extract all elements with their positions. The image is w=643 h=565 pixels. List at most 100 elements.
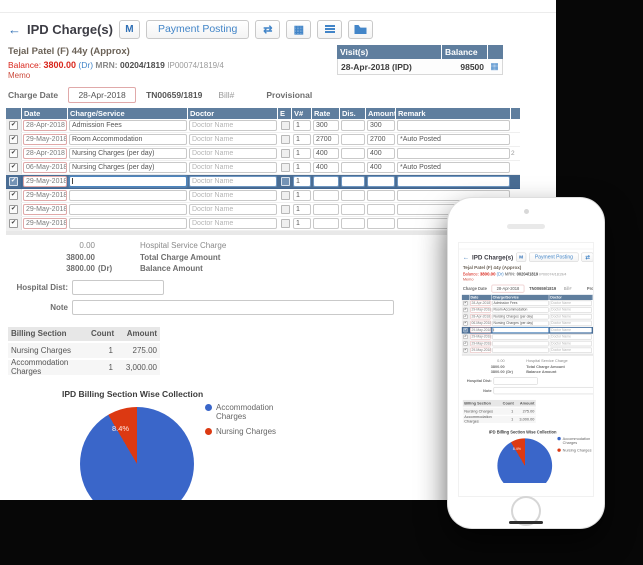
dis-input[interactable] xyxy=(341,204,365,215)
date-input[interactable]: 29-May-2018 xyxy=(470,307,492,313)
doctor-input[interactable]: Doctor Name xyxy=(189,204,277,215)
dis-input[interactable] xyxy=(341,176,365,187)
visit-row[interactable]: 28-Apr-2018 (IPD) 98500 ▦ xyxy=(337,59,503,75)
table-row[interactable]: 29-May-2018 Room Accommodation Doctor Na… xyxy=(6,133,520,147)
m-button[interactable]: M xyxy=(118,19,140,39)
row-checkbox[interactable] xyxy=(9,219,18,228)
amount-input[interactable] xyxy=(367,176,395,187)
row-checkbox[interactable] xyxy=(9,121,18,130)
date-input[interactable]: 29-May-2018 xyxy=(23,190,67,201)
doctor-input[interactable]: Doctor Name xyxy=(549,320,592,327)
rate-input[interactable]: 400 xyxy=(313,162,339,173)
charge-service-input-focused[interactable] xyxy=(492,327,549,333)
payment-posting-button[interactable]: Payment Posting xyxy=(145,19,250,39)
row-checkbox[interactable] xyxy=(463,341,468,346)
row-checkbox[interactable] xyxy=(9,163,18,172)
date-input[interactable]: 29-May-2018 xyxy=(23,218,67,229)
date-input[interactable]: 28-Apr-2018 xyxy=(470,300,492,306)
remark-input[interactable] xyxy=(397,148,510,159)
charge-service-input[interactable]: Nursing Charges (per day) xyxy=(492,320,549,327)
amount-input[interactable]: 400 xyxy=(367,148,395,159)
remark-input[interactable] xyxy=(397,176,510,187)
rate-input[interactable] xyxy=(313,190,339,201)
charge-service-input-focused[interactable] xyxy=(69,176,187,187)
table-icon[interactable]: ▦ xyxy=(286,19,312,39)
e-checkbox[interactable] xyxy=(280,177,290,186)
e-checkbox[interactable] xyxy=(280,121,290,130)
doctor-input[interactable]: Doctor Name xyxy=(549,314,592,320)
remark-input[interactable] xyxy=(397,120,510,131)
charge-service-input[interactable] xyxy=(69,218,187,229)
doctor-input[interactable]: Doctor Name xyxy=(189,134,277,145)
dis-input[interactable] xyxy=(341,120,365,131)
amount-input[interactable]: 400 xyxy=(367,162,395,173)
v-input[interactable]: 1 xyxy=(293,148,311,159)
table-row[interactable]: 29-May-2018 Doctor Name 1 xyxy=(6,189,520,203)
e-checkbox[interactable] xyxy=(280,205,290,214)
charge-service-input[interactable]: Admission Fees xyxy=(492,300,549,306)
table-row[interactable]: 28-Apr-2018 Nursing Charges (per day) Do… xyxy=(461,313,593,321)
row-checkbox[interactable] xyxy=(9,205,18,214)
hospital-dist-input[interactable] xyxy=(493,377,538,385)
doctor-input[interactable]: Doctor Name xyxy=(189,148,277,159)
remark-input[interactable]: *Auto Posted xyxy=(397,134,510,145)
charge-service-input[interactable]: Nursing Charges (per day) xyxy=(492,314,549,320)
amount-input[interactable]: 2700 xyxy=(367,134,395,145)
table-row[interactable]: 28-Apr-2018 Admission Fees Doctor Name 1… xyxy=(461,300,593,307)
table-row-selected[interactable]: 29-May-2018 Doctor Name 1 xyxy=(6,175,520,189)
row-checkbox[interactable] xyxy=(463,314,468,319)
hospital-dist-input[interactable] xyxy=(72,279,164,295)
row-checkbox[interactable] xyxy=(9,177,18,186)
list-icon[interactable] xyxy=(317,19,343,39)
row-checkbox[interactable] xyxy=(463,348,468,353)
date-input[interactable]: 29-May-2018 xyxy=(470,347,492,353)
table-row[interactable]: 28-Apr-2018 Admission Fees Doctor Name 1… xyxy=(6,119,520,133)
v-input[interactable]: 1 xyxy=(293,218,311,229)
amount-input[interactable] xyxy=(367,218,395,229)
v-input[interactable]: 1 xyxy=(293,176,311,187)
amount-input[interactable] xyxy=(367,204,395,215)
table-row[interactable]: 06-May-2018 Nursing Charges (per day) Do… xyxy=(6,161,520,175)
back-arrow-icon[interactable]: ← xyxy=(8,21,21,37)
amount-input[interactable]: 300 xyxy=(367,120,395,131)
date-input[interactable]: 06-May-2018 xyxy=(23,162,67,173)
rate-input[interactable] xyxy=(313,176,339,187)
charge-service-input[interactable] xyxy=(492,334,549,340)
doctor-input[interactable]: Doctor Name xyxy=(549,347,592,353)
table-row[interactable]: 29-May-2018 Doctor Name 1 xyxy=(461,340,593,348)
folder-icon[interactable] xyxy=(348,19,374,39)
table-row[interactable]: 29-May-2018 Doctor Name 1 xyxy=(461,347,593,354)
table-row[interactable]: 29-May-2018 Doctor Name 1 xyxy=(6,203,520,217)
v-input[interactable]: 1 xyxy=(293,120,311,131)
e-checkbox[interactable] xyxy=(280,163,290,172)
e-checkbox[interactable] xyxy=(280,219,290,228)
dis-input[interactable] xyxy=(341,134,365,145)
m-button[interactable]: M xyxy=(516,252,527,262)
row-checkbox[interactable] xyxy=(9,149,18,158)
row-checkbox[interactable] xyxy=(9,135,18,144)
swap-icon[interactable]: ⇄ xyxy=(581,252,593,262)
v-input[interactable]: 1 xyxy=(293,190,311,201)
charge-service-input[interactable] xyxy=(492,340,549,347)
charge-date-input[interactable]: 28-Apr-2018 xyxy=(491,284,525,293)
row-checkbox[interactable] xyxy=(463,334,468,339)
row-checkbox[interactable] xyxy=(9,191,18,200)
charge-service-input[interactable]: Room Accommodation xyxy=(69,134,187,145)
doctor-input[interactable]: Doctor Name xyxy=(549,327,592,333)
e-checkbox[interactable] xyxy=(280,135,290,144)
payment-posting-button[interactable]: Payment Posting xyxy=(529,252,579,262)
dis-input[interactable] xyxy=(341,148,365,159)
table-row[interactable]: 28-Apr-2018 Nursing Charges (per day) Do… xyxy=(6,147,520,161)
date-input[interactable]: 29-May-2018 xyxy=(23,204,67,215)
memo-link[interactable]: Memo xyxy=(8,71,31,80)
memo-link[interactable]: Memo xyxy=(462,277,474,282)
doctor-input[interactable]: Doctor Name xyxy=(549,334,592,340)
rate-input[interactable] xyxy=(313,204,339,215)
date-input[interactable]: 28-Apr-2018 xyxy=(470,314,492,320)
charge-service-input[interactable] xyxy=(69,204,187,215)
doctor-input[interactable]: Doctor Name xyxy=(549,307,592,313)
row-checkbox[interactable] xyxy=(463,321,468,326)
charge-service-input[interactable]: Nursing Charges (per day) xyxy=(69,148,187,159)
table-row-selected[interactable]: 29-May-2018 Doctor Name 1 xyxy=(461,327,593,334)
table-row[interactable]: 06-May-2018 Nursing Charges (per day) Do… xyxy=(461,320,593,327)
